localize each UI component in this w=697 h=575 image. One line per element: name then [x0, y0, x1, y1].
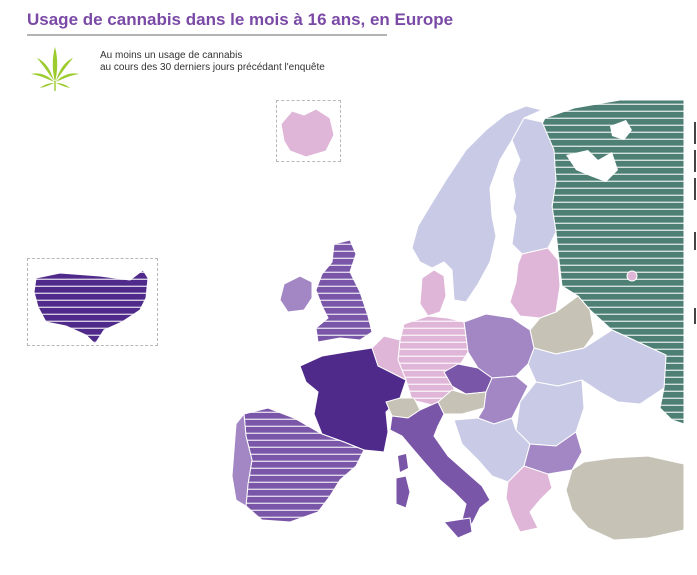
region-denmark[interactable] [419, 269, 447, 317]
subtitle-line-1: Au moins un usage de cannabis [100, 50, 243, 61]
russia-white-sea [566, 150, 618, 182]
region-corsica[interactable] [398, 454, 408, 472]
leaf-lower-left [31, 73, 54, 82]
leaf-stem [54, 81, 56, 91]
region-united-kingdom[interactable] [315, 239, 373, 343]
region-turkey[interactable] [565, 455, 685, 541]
region-sicily[interactable] [443, 517, 473, 539]
russia-peninsula-north [610, 120, 632, 140]
right-edge-marker-1 [694, 122, 696, 144]
leaf-bottom-right [56, 83, 70, 88]
subtitle-line-2: au cours des 30 derniers jours précédant… [100, 62, 325, 73]
region-greece[interactable] [505, 465, 553, 533]
region-ireland[interactable] [279, 275, 313, 313]
region-scandinavia[interactable] [411, 105, 544, 303]
subtitle: Au moins un usage de cannabis au cours d… [100, 50, 325, 74]
region-iceland[interactable] [280, 108, 335, 158]
region-usa[interactable] [33, 269, 149, 345]
map-title: Usage de cannabis dans le mois à 16 ans,… [27, 10, 454, 29]
gulf-of-bothnia [496, 172, 516, 240]
region-baltics[interactable] [509, 247, 561, 319]
title-divider [27, 34, 387, 36]
cannabis-leaf-icon [31, 47, 79, 91]
right-edge-marker-5 [694, 308, 696, 324]
iceland-inset-frame [276, 100, 341, 162]
leaf-bottom-left [40, 83, 54, 88]
right-edge-marker-3 [694, 178, 696, 200]
right-edge-marker-4 [694, 232, 696, 250]
leaf-lower-right [56, 73, 79, 82]
usa-inset-frame [27, 258, 158, 346]
region-sardinia[interactable] [395, 475, 411, 509]
region-finland[interactable] [507, 117, 557, 255]
moscow-marker[interactable] [626, 270, 638, 282]
region-portugal[interactable] [231, 412, 253, 507]
region-slovakia-hungary[interactable] [477, 375, 529, 425]
region-poland[interactable] [463, 313, 535, 379]
leaf-center [52, 47, 58, 82]
region-italy[interactable] [389, 401, 491, 525]
right-edge-marker-2 [694, 150, 696, 172]
